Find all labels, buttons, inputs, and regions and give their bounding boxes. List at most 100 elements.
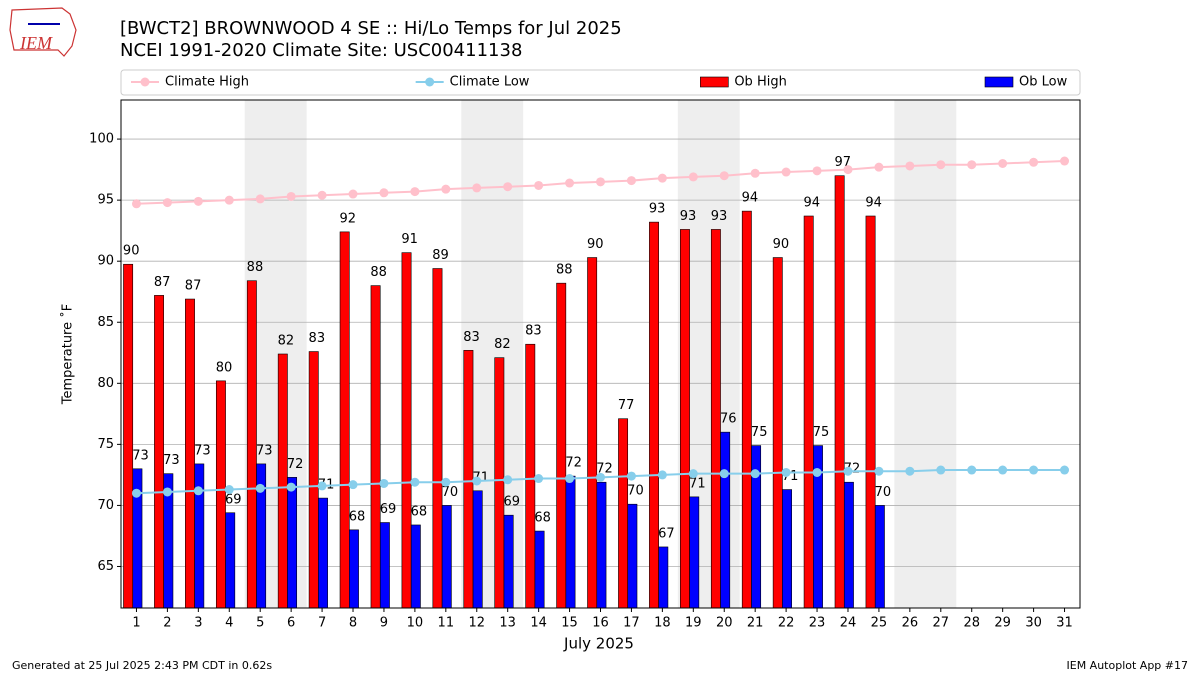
legend-label: Ob Low bbox=[1019, 75, 1068, 90]
y-tick-label: 90 bbox=[97, 254, 114, 269]
legend-item: Climate High bbox=[131, 75, 249, 90]
x-tick-label: 31 bbox=[1056, 616, 1073, 631]
data-label: 73 bbox=[194, 443, 211, 458]
bar bbox=[287, 477, 298, 609]
data-label: 68 bbox=[349, 509, 366, 524]
marker bbox=[719, 171, 729, 181]
footer-right: IEM Autoplot App #17 bbox=[1067, 659, 1189, 672]
marker bbox=[317, 481, 327, 491]
data-label: 77 bbox=[618, 398, 635, 413]
marker bbox=[750, 168, 760, 178]
data-label: 69 bbox=[503, 495, 520, 510]
logo-text: IEM bbox=[19, 33, 53, 53]
x-tick-label: 6 bbox=[287, 616, 295, 631]
data-label: 83 bbox=[525, 324, 542, 339]
logo-outline bbox=[9, 7, 77, 57]
marker bbox=[998, 465, 1008, 475]
marker bbox=[596, 472, 605, 482]
data-label: 93 bbox=[649, 202, 666, 217]
bar bbox=[689, 496, 700, 609]
data-label: 73 bbox=[163, 453, 180, 468]
bar bbox=[525, 343, 536, 609]
data-label: 68 bbox=[411, 504, 428, 519]
y-tick-label: 75 bbox=[97, 437, 114, 452]
data-label: 94 bbox=[742, 191, 759, 206]
data-label: 83 bbox=[309, 331, 326, 346]
bar bbox=[649, 221, 659, 609]
marker bbox=[410, 477, 420, 487]
x-tick-label: 8 bbox=[349, 616, 357, 631]
x-axis-label: July 2025 bbox=[563, 635, 634, 653]
x-tick-label: 22 bbox=[778, 616, 795, 631]
data-label: 82 bbox=[494, 337, 511, 352]
bar bbox=[556, 282, 567, 609]
marker bbox=[565, 178, 575, 188]
bar bbox=[741, 210, 752, 609]
marker bbox=[286, 482, 296, 492]
data-label: 90 bbox=[587, 237, 604, 252]
bar bbox=[494, 357, 505, 609]
marker bbox=[441, 184, 451, 194]
y-axis-label: Temperature ˚F bbox=[60, 304, 76, 405]
x-tick-label: 7 bbox=[318, 616, 326, 631]
bar bbox=[154, 295, 164, 609]
marker bbox=[472, 183, 482, 193]
data-label: 67 bbox=[658, 526, 675, 541]
bar bbox=[379, 522, 390, 609]
x-tick-label: 13 bbox=[499, 616, 516, 631]
chart-subtitle: NCEI 1991-2020 Climate Site: USC00411138 bbox=[120, 40, 522, 61]
bar bbox=[503, 514, 514, 609]
marker bbox=[936, 160, 946, 170]
marker bbox=[781, 467, 791, 477]
x-tick-label: 25 bbox=[871, 616, 888, 631]
bar bbox=[277, 353, 288, 609]
bar bbox=[370, 285, 381, 609]
data-label: 72 bbox=[287, 457, 304, 472]
marker bbox=[162, 487, 172, 497]
data-label: 68 bbox=[534, 511, 551, 526]
marker bbox=[1029, 465, 1039, 475]
bar bbox=[834, 175, 845, 609]
x-tick-label: 1 bbox=[132, 616, 140, 631]
marker bbox=[317, 190, 327, 200]
data-label: 82 bbox=[278, 334, 295, 349]
x-tick-label: 24 bbox=[840, 616, 857, 631]
bar bbox=[865, 215, 876, 609]
x-tick-label: 5 bbox=[256, 616, 264, 631]
data-label: 72 bbox=[565, 456, 582, 471]
data-label: 70 bbox=[875, 485, 892, 500]
marker bbox=[936, 465, 946, 475]
x-tick-label: 27 bbox=[933, 616, 950, 631]
data-label: 80 bbox=[216, 360, 233, 375]
logo: IEM bbox=[9, 7, 77, 57]
y-tick-label: 70 bbox=[97, 498, 114, 513]
y-tick-label: 95 bbox=[97, 193, 114, 208]
data-label: 94 bbox=[865, 196, 882, 211]
marker bbox=[688, 469, 698, 479]
x-tick-label: 10 bbox=[407, 616, 424, 631]
marker bbox=[379, 188, 389, 198]
x-tick-label: 21 bbox=[747, 616, 764, 631]
data-label: 73 bbox=[256, 443, 273, 458]
marker bbox=[224, 485, 234, 495]
bar bbox=[432, 268, 443, 609]
marker bbox=[750, 469, 760, 479]
marker bbox=[534, 180, 544, 190]
marker bbox=[843, 466, 853, 476]
x-tick-label: 16 bbox=[592, 616, 609, 631]
x-tick-label: 3 bbox=[194, 616, 202, 631]
marker bbox=[626, 471, 636, 481]
y-tick-label: 65 bbox=[97, 559, 114, 574]
marker bbox=[719, 469, 729, 479]
marker bbox=[162, 198, 172, 208]
x-tick-label: 23 bbox=[809, 616, 826, 631]
data-label: 92 bbox=[339, 211, 356, 226]
data-label: 87 bbox=[154, 275, 171, 290]
data-label: 88 bbox=[247, 260, 264, 275]
x-tick-label: 11 bbox=[438, 616, 455, 631]
marker bbox=[967, 465, 977, 475]
y-tick-label: 80 bbox=[97, 376, 114, 391]
marker bbox=[1060, 156, 1070, 166]
x-tick-label: 28 bbox=[963, 616, 980, 631]
